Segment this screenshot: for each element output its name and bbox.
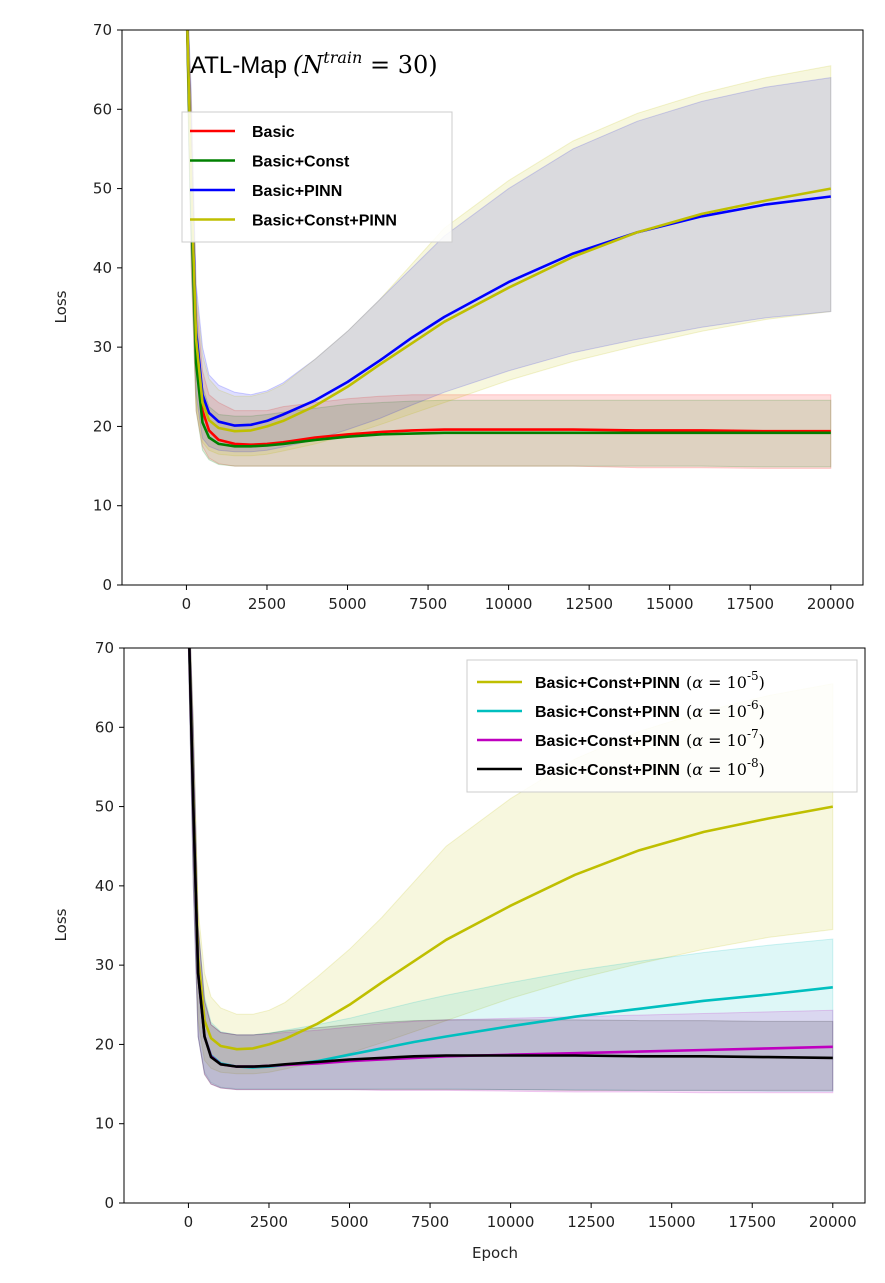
legend-label-alpha: (α = 10: [686, 760, 747, 779]
x-tick-label: 10000: [485, 595, 533, 613]
chart-title-math-rest: = 30): [362, 51, 437, 79]
chart-title: ATL-Map (Ntrain = 30): [190, 48, 438, 79]
legend-label: Basic+PINN: [252, 183, 342, 200]
legend-label-exponent: -8: [747, 756, 759, 770]
legend-label: Basic+Const+PINN (α = 10-7): [535, 727, 765, 750]
band-series-1: [185, 30, 832, 468]
chart-title-math: (N: [293, 51, 324, 79]
y-tick-label: 70: [93, 21, 112, 39]
x-axis-label: Epoch: [472, 1244, 518, 1262]
y-tick-label: 70: [95, 639, 114, 657]
band-series-3: [185, 30, 832, 457]
line-series-3: [186, 30, 832, 433]
y-axis: 0 10 20 30 40 50 60 70: [93, 21, 122, 594]
legend-label: Basic: [252, 124, 295, 141]
x-tick-label: 12500: [567, 1213, 615, 1231]
y-axis-label: Loss: [52, 908, 70, 941]
legend-label-exponent: -6: [747, 698, 759, 712]
legend-bottom: Basic+Const+PINN (α = 10-5)Basic+Const+PI…: [466, 659, 858, 793]
y-tick-label: 20: [93, 417, 112, 435]
band-series-3: [187, 648, 834, 1091]
legend-label-name: Basic+Const+PINN: [535, 762, 680, 779]
legend-label-name: Basic+Const+PINN: [535, 704, 680, 721]
legend-label-exponent: -7: [747, 727, 759, 741]
legend-label-name: Basic+Const+PINN: [535, 675, 680, 692]
y-tick-label: 40: [93, 259, 112, 277]
y-tick-label: 20: [95, 1035, 114, 1053]
x-tick-label: 15000: [648, 1213, 696, 1231]
legend-label-close: ): [759, 702, 765, 721]
y-tick-label: 60: [93, 100, 112, 118]
y-tick-label: 10: [93, 497, 112, 515]
legend-top: Basic Basic+Const Basic+PINN Basic+Const+PI…: [181, 111, 453, 243]
x-tick-label: 7500: [409, 595, 447, 613]
y-tick-label: 50: [93, 180, 112, 198]
legend-label-alpha: (α = 10: [686, 731, 747, 750]
line-series-0: [188, 648, 834, 1051]
chart-title-main: ATL-Map: [190, 52, 287, 79]
legend-label-exponent: -5: [747, 669, 759, 683]
confidence-bands: [185, 30, 832, 469]
legend-label: Basic+Const+PINN (α = 10-5): [535, 669, 765, 692]
legend-label-alpha: (α = 10: [686, 702, 747, 721]
legend-label-name: Basic: [252, 124, 295, 141]
x-tick-label: 0: [184, 1213, 194, 1231]
x-tick-label: 2500: [248, 595, 286, 613]
y-tick-label: 40: [95, 877, 114, 895]
line-series-3: [188, 648, 833, 1068]
y-tick-label: 0: [102, 576, 112, 594]
x-tick-label: 5000: [328, 595, 366, 613]
plot-frame: [123, 647, 866, 1204]
legend-label-alpha: (α = 10: [686, 673, 747, 692]
y-tick-label: 30: [93, 338, 112, 356]
x-tick-label: 0: [182, 595, 192, 613]
legend-label-close: ): [759, 731, 765, 750]
legend-label: Basic+Const: [252, 154, 350, 171]
band-series-1: [187, 648, 834, 1092]
band-series-2: [185, 30, 832, 453]
y-tick-label: 50: [95, 798, 114, 816]
legend-label: Basic+Const+PINN (α = 10-6): [535, 698, 765, 721]
x-axis: 0 2500 5000 7500 10000 12500 15000 17500 20000: [182, 585, 855, 613]
x-tick-label: 17500: [728, 1213, 776, 1231]
plot-frame: [121, 29, 864, 586]
legend-label-name: Basic+PINN: [252, 183, 342, 200]
x-tick-label: 20000: [807, 595, 855, 613]
series-lines: [188, 648, 834, 1069]
y-axis: 0 10 20 30 40 50 60 70: [95, 639, 124, 1212]
legend-label-close: ): [759, 673, 765, 692]
y-tick-label: 0: [104, 1194, 114, 1212]
x-tick-label: 5000: [330, 1213, 368, 1231]
line-series-0: [186, 30, 831, 447]
legend-label-name: Basic+Const: [252, 154, 350, 171]
x-tick-label: 7500: [411, 1213, 449, 1231]
chart-bottom: 0 2500 5000 7500 10000 12500 15000 17500 20000 0…: [52, 639, 866, 1262]
x-tick-label: 15000: [646, 595, 694, 613]
x-tick-label: 2500: [250, 1213, 288, 1231]
y-axis-label: Loss: [52, 290, 70, 323]
line-series-1: [186, 30, 831, 448]
legend-label-close: ): [759, 760, 765, 779]
y-tick-label: 60: [95, 718, 114, 736]
x-tick-label: 10000: [487, 1213, 535, 1231]
chart-title-superscript: train: [323, 48, 362, 67]
y-tick-label: 30: [95, 956, 114, 974]
legend-label-name: Basic+Const+PINN: [535, 733, 680, 750]
chart-top: 0 2500 5000 7500 10000 12500 15000 17500 20000 0…: [52, 21, 864, 613]
legend-label-name: Basic+Const+PINN: [252, 213, 397, 230]
x-tick-label: 20000: [809, 1213, 857, 1231]
legend-label: Basic+Const+PINN: [252, 213, 397, 230]
legend-box: [466, 659, 858, 793]
legend-label: Basic+Const+PINN (α = 10-8): [535, 756, 765, 779]
x-axis: 0 2500 5000 7500 10000 12500 15000 17500 20000: [184, 1203, 857, 1231]
y-tick-label: 10: [95, 1115, 114, 1133]
x-tick-label: 17500: [726, 595, 774, 613]
series-lines: [186, 30, 832, 448]
x-tick-label: 12500: [565, 595, 613, 613]
